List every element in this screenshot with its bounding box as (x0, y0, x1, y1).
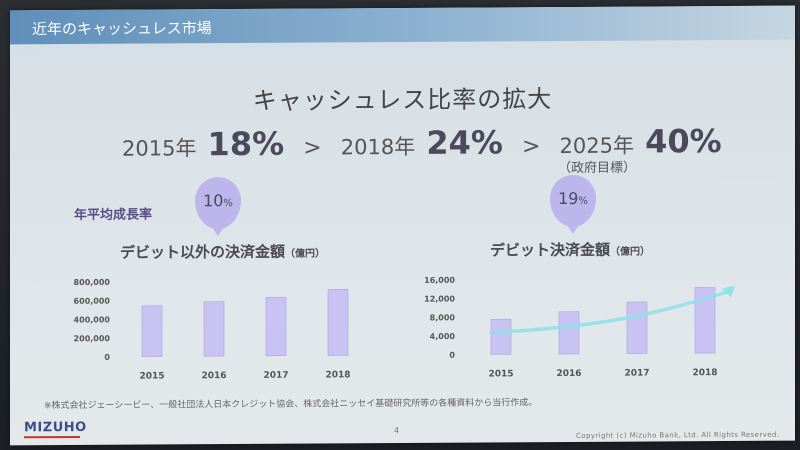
header-bar: 近年のキャッシュレス市場 (10, 5, 795, 45)
bar-2015 (490, 318, 512, 355)
footnote: ※株式会社ジェーシービー、一般社団法人日本クレジット協会、株式会社ニッセイ基礎研… (44, 398, 538, 412)
y-tick-label: 12,000 (424, 294, 455, 303)
main-title: キャッシュレス比率の拡大 (252, 85, 553, 115)
bar-2017 (626, 301, 648, 354)
y-tick-label: 200,000 (74, 334, 111, 343)
growth-bubble-left-value: 10 (203, 191, 224, 211)
y-tick-label: 8,000 (430, 313, 456, 322)
page-number: 4 (394, 426, 400, 436)
ratio-pct-2015: 18% (207, 124, 285, 164)
y-tick-label: 800,000 (74, 278, 111, 287)
y-tick-label: 0 (449, 351, 455, 360)
trend-arrow-line (489, 289, 731, 335)
ratio-pct-2018: 24% (426, 123, 503, 162)
left-chart-title-text: デビット以外の決済金額 (120, 242, 286, 262)
bar-2017 (265, 296, 287, 357)
growth-bubble-left-unit: % (223, 198, 233, 210)
left-chart-title: デビット以外の決済金額（億円） (120, 240, 325, 262)
y-tick-label: 0 (104, 353, 110, 362)
ratio-pct-2025: 40% (645, 122, 722, 161)
y-tick-label: 16,000 (424, 276, 455, 285)
right-chart-unit: （億円） (610, 246, 651, 258)
ratio-separator: > (522, 134, 541, 160)
bar-2016 (558, 311, 580, 355)
header-title: 近年のキャッシュレス市場 (32, 19, 212, 39)
copyright: Copyright (c) Mizuho Bank, Ltd. All Righ… (576, 430, 780, 440)
x-tick-label: 2018 (325, 370, 350, 380)
ratio-separator: > (303, 135, 322, 161)
left-bar-chart: 0 200,000 400,000 600,000 800,000 2015 2016 201… (74, 278, 351, 382)
x-tick-label: 2016 (201, 371, 226, 381)
x-tick-label: 2017 (624, 368, 649, 378)
trend-arrow-head (722, 285, 735, 298)
ratio-year-2015: 2015年 (122, 136, 197, 161)
growth-bubble-right-value: 19 (558, 188, 579, 209)
x-tick-label: 2016 (556, 369, 581, 379)
logo-underline (24, 435, 80, 439)
ratio-year-2018: 2018年 (340, 134, 416, 160)
slide: 近年のキャッシュレス市場 キャッシュレス比率の拡大 2015年 18% > 20… (10, 5, 795, 446)
growth-bubble-right-unit: % (578, 195, 588, 207)
x-tick-label: 2018 (692, 368, 717, 378)
bar-2018 (327, 288, 349, 356)
bar-2015 (141, 305, 163, 357)
left-chart-unit: （億円） (285, 248, 326, 260)
y-tick-label: 4,000 (430, 332, 456, 341)
ratio-year-2025: 2025年 (559, 133, 634, 159)
right-chart-title-text: デビット決済金額 (490, 240, 611, 260)
right-chart-title: デビット決済金額（億円） (490, 238, 650, 260)
x-tick-label: 2015 (139, 371, 164, 381)
bar-2016 (203, 301, 225, 357)
growth-rate-label: 年平均成長率 (74, 207, 153, 224)
growth-bubble-left: 10% (195, 176, 241, 230)
right-bar-chart: 0 4,000 8,000 12,000 16,000 2015 2016 2017 2018 (424, 276, 735, 379)
x-tick-label: 2015 (488, 369, 513, 379)
bar-2018 (694, 287, 716, 354)
government-target-note: （政府目標） (558, 160, 637, 177)
growth-bubble-right: 19% (550, 174, 596, 228)
y-tick-label: 400,000 (74, 315, 111, 324)
y-tick-label: 600,000 (74, 297, 111, 306)
mizuho-logo: MIZUHO (24, 419, 87, 436)
x-tick-label: 2017 (263, 371, 288, 381)
